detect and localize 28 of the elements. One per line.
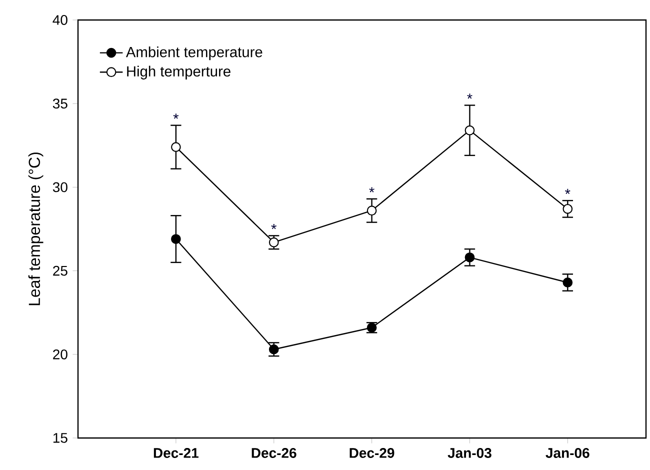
annotation: * (173, 114, 179, 119)
legend-label: High temperture (127, 66, 230, 80)
point (366, 206, 377, 216)
annotation: * (467, 94, 472, 99)
legend-label: Ambient temperature (126, 46, 262, 60)
point (464, 125, 475, 136)
point (562, 278, 573, 288)
point (268, 237, 279, 248)
x-tick-label: Dec-29 (350, 448, 394, 458)
annotation: * (565, 188, 570, 194)
annotation: * (271, 224, 276, 230)
y-tick-label: 40 (52, 15, 68, 25)
y-axis-title: Leaf temperature (°C) (28, 152, 44, 306)
point (464, 252, 475, 262)
x-tick-label: Jan-06 (546, 448, 590, 458)
y-tick-label: 20 (53, 349, 68, 360)
x-tick-label: Jan-03 (448, 448, 492, 458)
point (171, 142, 181, 152)
y-tick-label: 25 (53, 266, 68, 276)
point (171, 234, 181, 244)
y-tick-label: 15 (53, 433, 68, 443)
y-tick-label: 30 (52, 182, 68, 192)
annotation: * (369, 187, 374, 192)
point (562, 204, 573, 214)
x-tick-label: Dec-26 (252, 448, 296, 458)
x-tick-label: Dec-21 (154, 448, 198, 458)
point (268, 344, 279, 354)
y-tick-label: 35 (52, 98, 68, 109)
